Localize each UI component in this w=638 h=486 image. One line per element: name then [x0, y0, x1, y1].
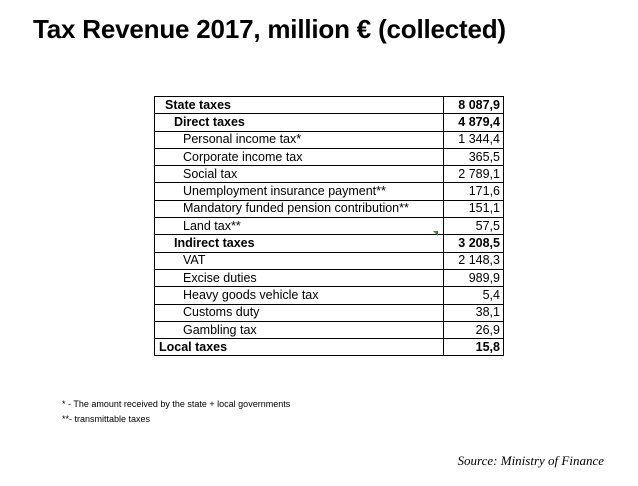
- table-row: Unemployment insurance payment** 171,6: [153, 182, 504, 201]
- table-row: Local taxes 15,8: [153, 338, 504, 357]
- table-row: VAT 2 148,3: [153, 251, 504, 270]
- row-value: 26,9: [443, 320, 504, 340]
- row-value: 38,1: [443, 303, 504, 322]
- table-row: Corporate income tax 365,5: [153, 147, 504, 167]
- row-value: 151,1: [443, 199, 504, 219]
- row-value: 57,5: [443, 217, 504, 236]
- row-label: Heavy goods vehicle tax: [153, 286, 445, 305]
- row-label: Land tax**: [153, 217, 445, 236]
- table-row: Social tax 2 789,1: [153, 165, 504, 184]
- page-title: Tax Revenue 2017, million € (collected): [33, 14, 506, 44]
- row-label: Direct taxes: [153, 113, 445, 132]
- row-value: 2 789,1: [443, 165, 504, 184]
- row-value: 5,4: [443, 286, 504, 305]
- row-value: 2 148,3: [443, 251, 504, 270]
- cell-comment-marker: [433, 231, 438, 236]
- footnote-transmittable: **- transmittable taxes: [62, 414, 151, 424]
- row-label: Social tax: [153, 165, 445, 184]
- row-value: 989,9: [443, 268, 504, 288]
- table-row: Heavy goods vehicle tax 5,4: [153, 286, 504, 305]
- row-value: 1 344,4: [443, 130, 504, 149]
- table-row: Mandatory funded pension contribution** …: [153, 199, 504, 219]
- row-label: Indirect taxes: [153, 234, 445, 253]
- table-row: Gambling tax 26,9: [153, 320, 504, 340]
- row-value: 3 208,5: [443, 234, 504, 253]
- tax-revenue-table: State taxes 8 087,9 Direct taxes 4 879,4…: [153, 95, 504, 357]
- row-label: State taxes: [153, 95, 445, 115]
- row-value: 171,6: [443, 182, 504, 201]
- row-value: 8 087,9: [443, 95, 504, 115]
- row-label: VAT: [153, 251, 445, 270]
- row-label: Unemployment insurance payment**: [153, 182, 445, 201]
- table-row: Excise duties 989,9: [153, 268, 504, 288]
- table-row: Customs duty 38,1: [153, 303, 504, 322]
- row-value: 4 879,4: [443, 113, 504, 132]
- source-credit: Source: Ministry of Finance: [457, 453, 604, 468]
- row-label: Excise duties: [153, 268, 445, 288]
- table-row: Direct taxes 4 879,4: [153, 113, 504, 132]
- table-row: Indirect taxes 3 208,5: [153, 234, 504, 253]
- row-label: Mandatory funded pension contribution**: [153, 199, 445, 219]
- footnote-state-local: * - The amount received by the state + l…: [62, 399, 291, 409]
- row-label: Personal income tax*: [153, 130, 445, 149]
- row-label: Local taxes: [153, 338, 445, 357]
- row-label: Gambling tax: [153, 320, 445, 340]
- row-value: 365,5: [443, 147, 504, 167]
- table-row: Personal income tax* 1 344,4: [153, 130, 504, 149]
- row-label: Customs duty: [153, 303, 445, 322]
- table-row: Land tax** 57,5: [153, 217, 504, 236]
- row-value: 15,8: [443, 338, 504, 357]
- row-label: Corporate income tax: [153, 147, 445, 167]
- table-row: State taxes 8 087,9: [153, 95, 504, 115]
